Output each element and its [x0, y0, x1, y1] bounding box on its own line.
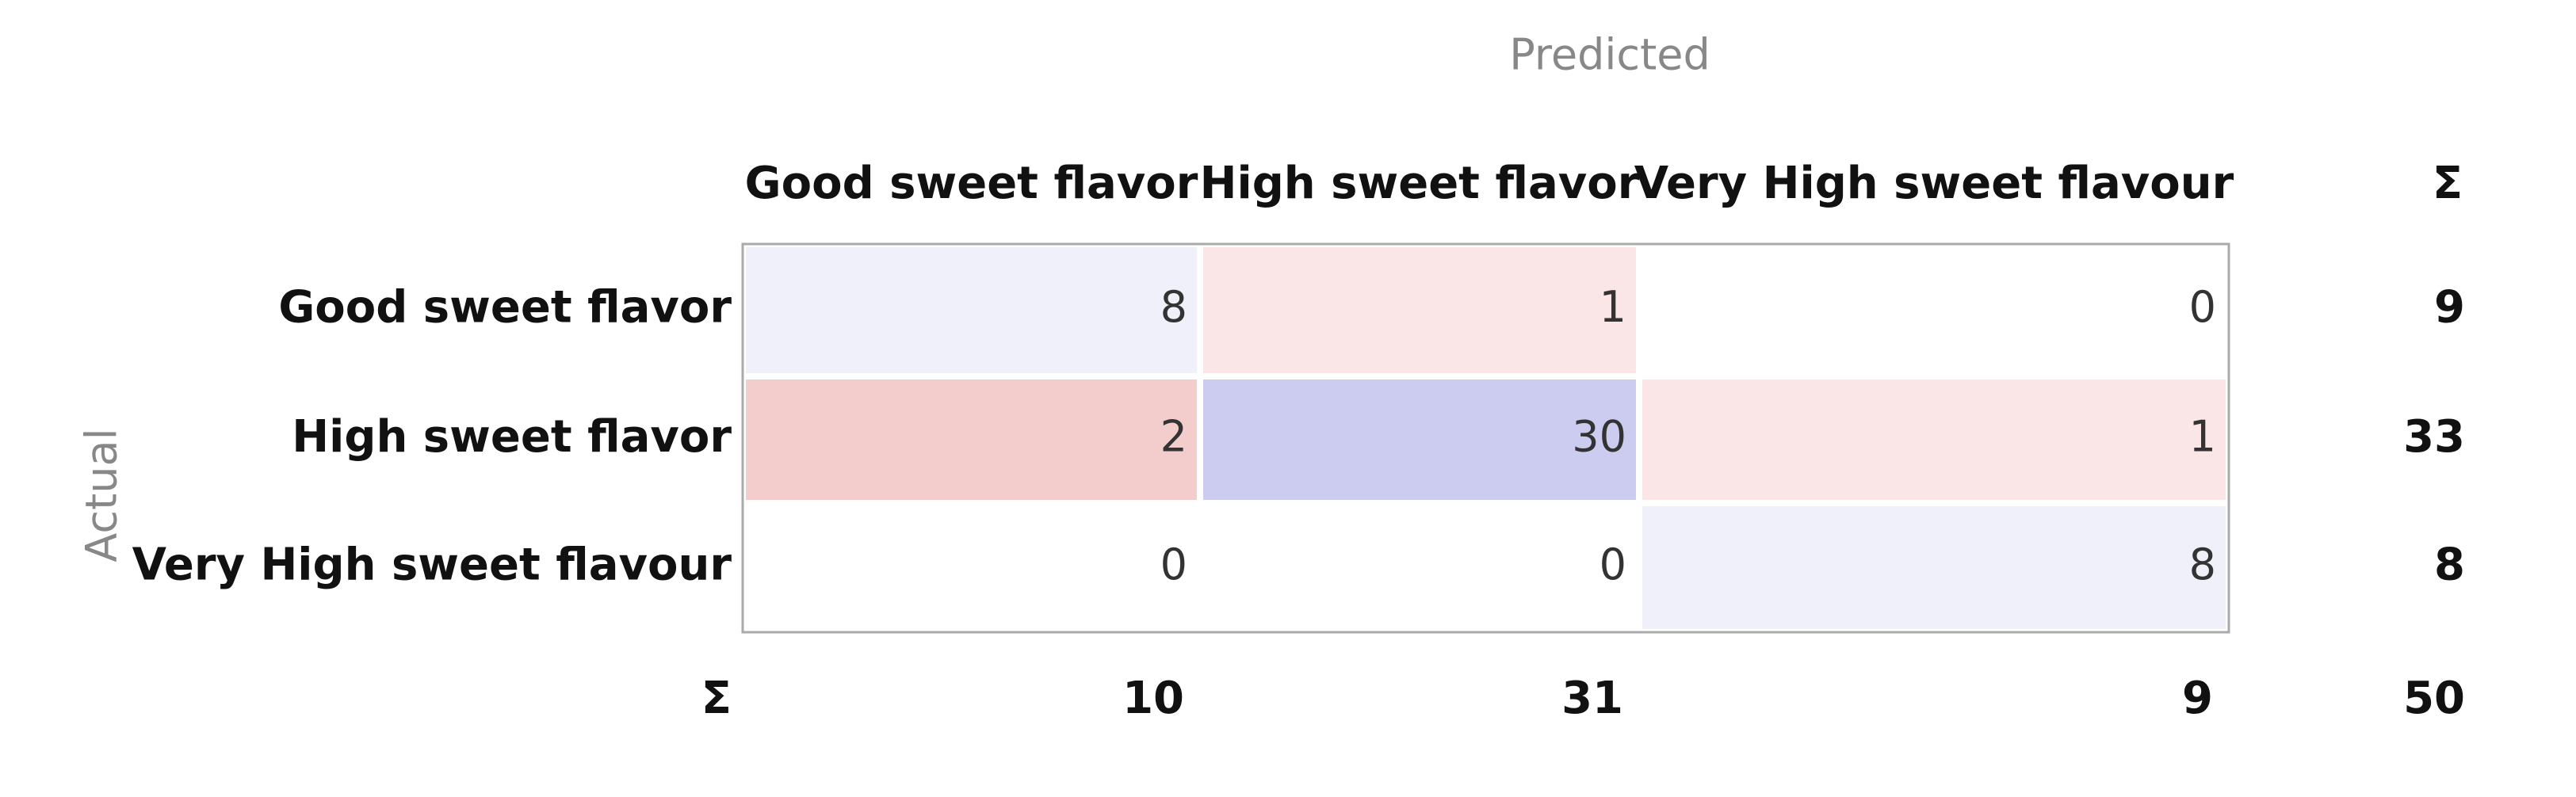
cell-value: 1 — [1599, 282, 1626, 332]
column-total: 31 — [1561, 673, 1623, 724]
cell-value: 0 — [1599, 540, 1626, 589]
cell-value: 1 — [2189, 412, 2216, 462]
row-header: High sweet flavor — [292, 411, 732, 463]
matrix-border — [741, 242, 2230, 634]
row-header: Good sweet flavor — [278, 282, 732, 334]
column-header: High sweet flavor — [1200, 158, 1640, 209]
cells — [746, 247, 2226, 629]
actual-label: Actual — [77, 428, 127, 562]
cell — [1642, 379, 2226, 500]
cell-value: 8 — [1160, 282, 1187, 332]
cell — [1642, 247, 2226, 373]
column-header: Very High sweet flavour — [1634, 158, 2234, 209]
row-total: 9 — [2434, 282, 2465, 334]
cell — [746, 247, 1197, 373]
sum-row-label: Σ — [701, 673, 732, 724]
cell-value: 2 — [1160, 412, 1187, 462]
cell-value: 8 — [2189, 540, 2216, 589]
sum-header: Σ — [2433, 158, 2463, 209]
cell — [746, 379, 1197, 500]
predicted-label: Predicted — [1509, 30, 1710, 80]
column-total: 9 — [2182, 673, 2213, 724]
cell — [1642, 506, 2226, 629]
cell-value: 0 — [1160, 540, 1187, 589]
cell — [1203, 506, 1636, 629]
row-total: 8 — [2434, 540, 2465, 591]
column-header: Good sweet flavor — [745, 158, 1198, 209]
row-total: 33 — [2403, 411, 2465, 463]
cell — [1203, 379, 1636, 500]
cell-value: 0 — [2189, 282, 2216, 332]
cell — [746, 506, 1197, 629]
row-header: Very High sweet flavour — [132, 540, 732, 591]
column-total: 10 — [1122, 673, 1184, 724]
cell-value: 30 — [1572, 412, 1626, 462]
cell — [1203, 247, 1636, 373]
grand-total: 50 — [2403, 673, 2465, 724]
